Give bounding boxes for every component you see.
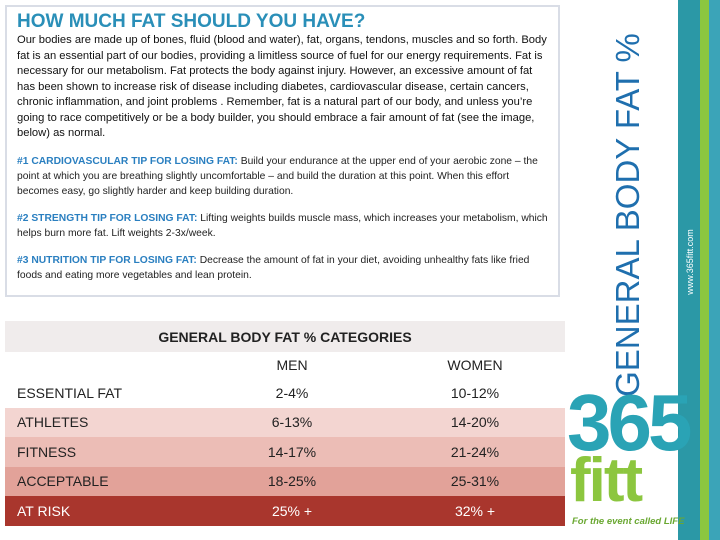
tips: #1 CARDIOVASCULAR TIP FOR LOSING FAT: Bu… — [17, 154, 558, 283]
tip-label: #1 CARDIOVASCULAR TIP FOR LOSING FAT: — [17, 155, 238, 167]
cell: ESSENTIAL FAT — [17, 384, 123, 401]
logo-tagline: For the event called LIFE — [572, 516, 685, 527]
strip — [678, 0, 700, 540]
cell: 6-13% — [271, 414, 313, 431]
table-row: ATHLETES 6-13% 14-20% — [5, 407, 565, 437]
column-row: MEN WOMEN — [5, 352, 565, 378]
tip: #1 CARDIOVASCULAR TIP FOR LOSING FAT: Bu… — [17, 154, 552, 199]
title: HOW MUCH FAT SHOULD YOU HAVE? — [17, 11, 366, 32]
sidebar-title: GENERAL BODY FAT % — [609, 33, 646, 397]
tip-text: Decrease the amount of fat in your diet,… — [17, 254, 530, 281]
table-row: AT RISK 25% + 32% + — [5, 496, 565, 526]
text-box: HOW MUCH FAT SHOULD YOU HAVE? Our bodies… — [5, 5, 560, 297]
url: www.365fitt.com — [685, 229, 695, 295]
cell: 14-17% — [267, 443, 317, 460]
cell: 18-25% — [267, 473, 317, 490]
tip-label: #3 NUTRITION TIP FOR LOSING FAT: — [17, 254, 197, 266]
cell: AT RISK — [17, 502, 71, 519]
tip-text: Lifting weights builds muscle mass, whic… — [17, 212, 548, 239]
cell: ACCEPTABLE — [17, 473, 109, 490]
strip — [709, 0, 720, 540]
table-title: GENERAL BODY FAT % CATEGORIES — [158, 328, 412, 345]
cell: 25% + — [271, 502, 313, 519]
tip: #2 STRENGTH TIP FOR LOSING FAT: Lifting … — [17, 211, 552, 241]
table-row: ESSENTIAL FAT 2-4% 10-12% — [5, 378, 565, 408]
cell: 14-20% — [450, 414, 500, 431]
tip: #3 NUTRITION TIP FOR LOSING FAT: Decreas… — [17, 253, 552, 283]
cell: FITNESS — [17, 443, 77, 460]
table-title-row: GENERAL BODY FAT % CATEGORIES — [5, 321, 565, 352]
tip-text: Build your endurance at the upper end of… — [17, 155, 538, 197]
table-row: ACCEPTABLE 18-25% 25-31% — [5, 466, 565, 496]
table-row: FITNESS 14-17% 21-24% — [5, 437, 565, 467]
cell: 2-4% — [275, 384, 309, 401]
column-header: WOMEN — [447, 357, 503, 373]
cell: 32% + — [454, 502, 496, 519]
cell: 25-31% — [450, 473, 500, 490]
cell: 21-24% — [450, 443, 500, 460]
tip-label: #2 STRENGTH TIP FOR LOSING FAT: — [17, 212, 198, 224]
cell: ATHLETES — [17, 414, 89, 431]
logo-number: 365 — [567, 378, 693, 467]
cell: 10-12% — [450, 384, 500, 401]
intro: Our bodies are made up of bones, fluid (… — [17, 34, 547, 139]
strip — [700, 0, 709, 540]
column-header: MEN — [276, 357, 308, 373]
logo-word: fitt — [570, 446, 643, 515]
